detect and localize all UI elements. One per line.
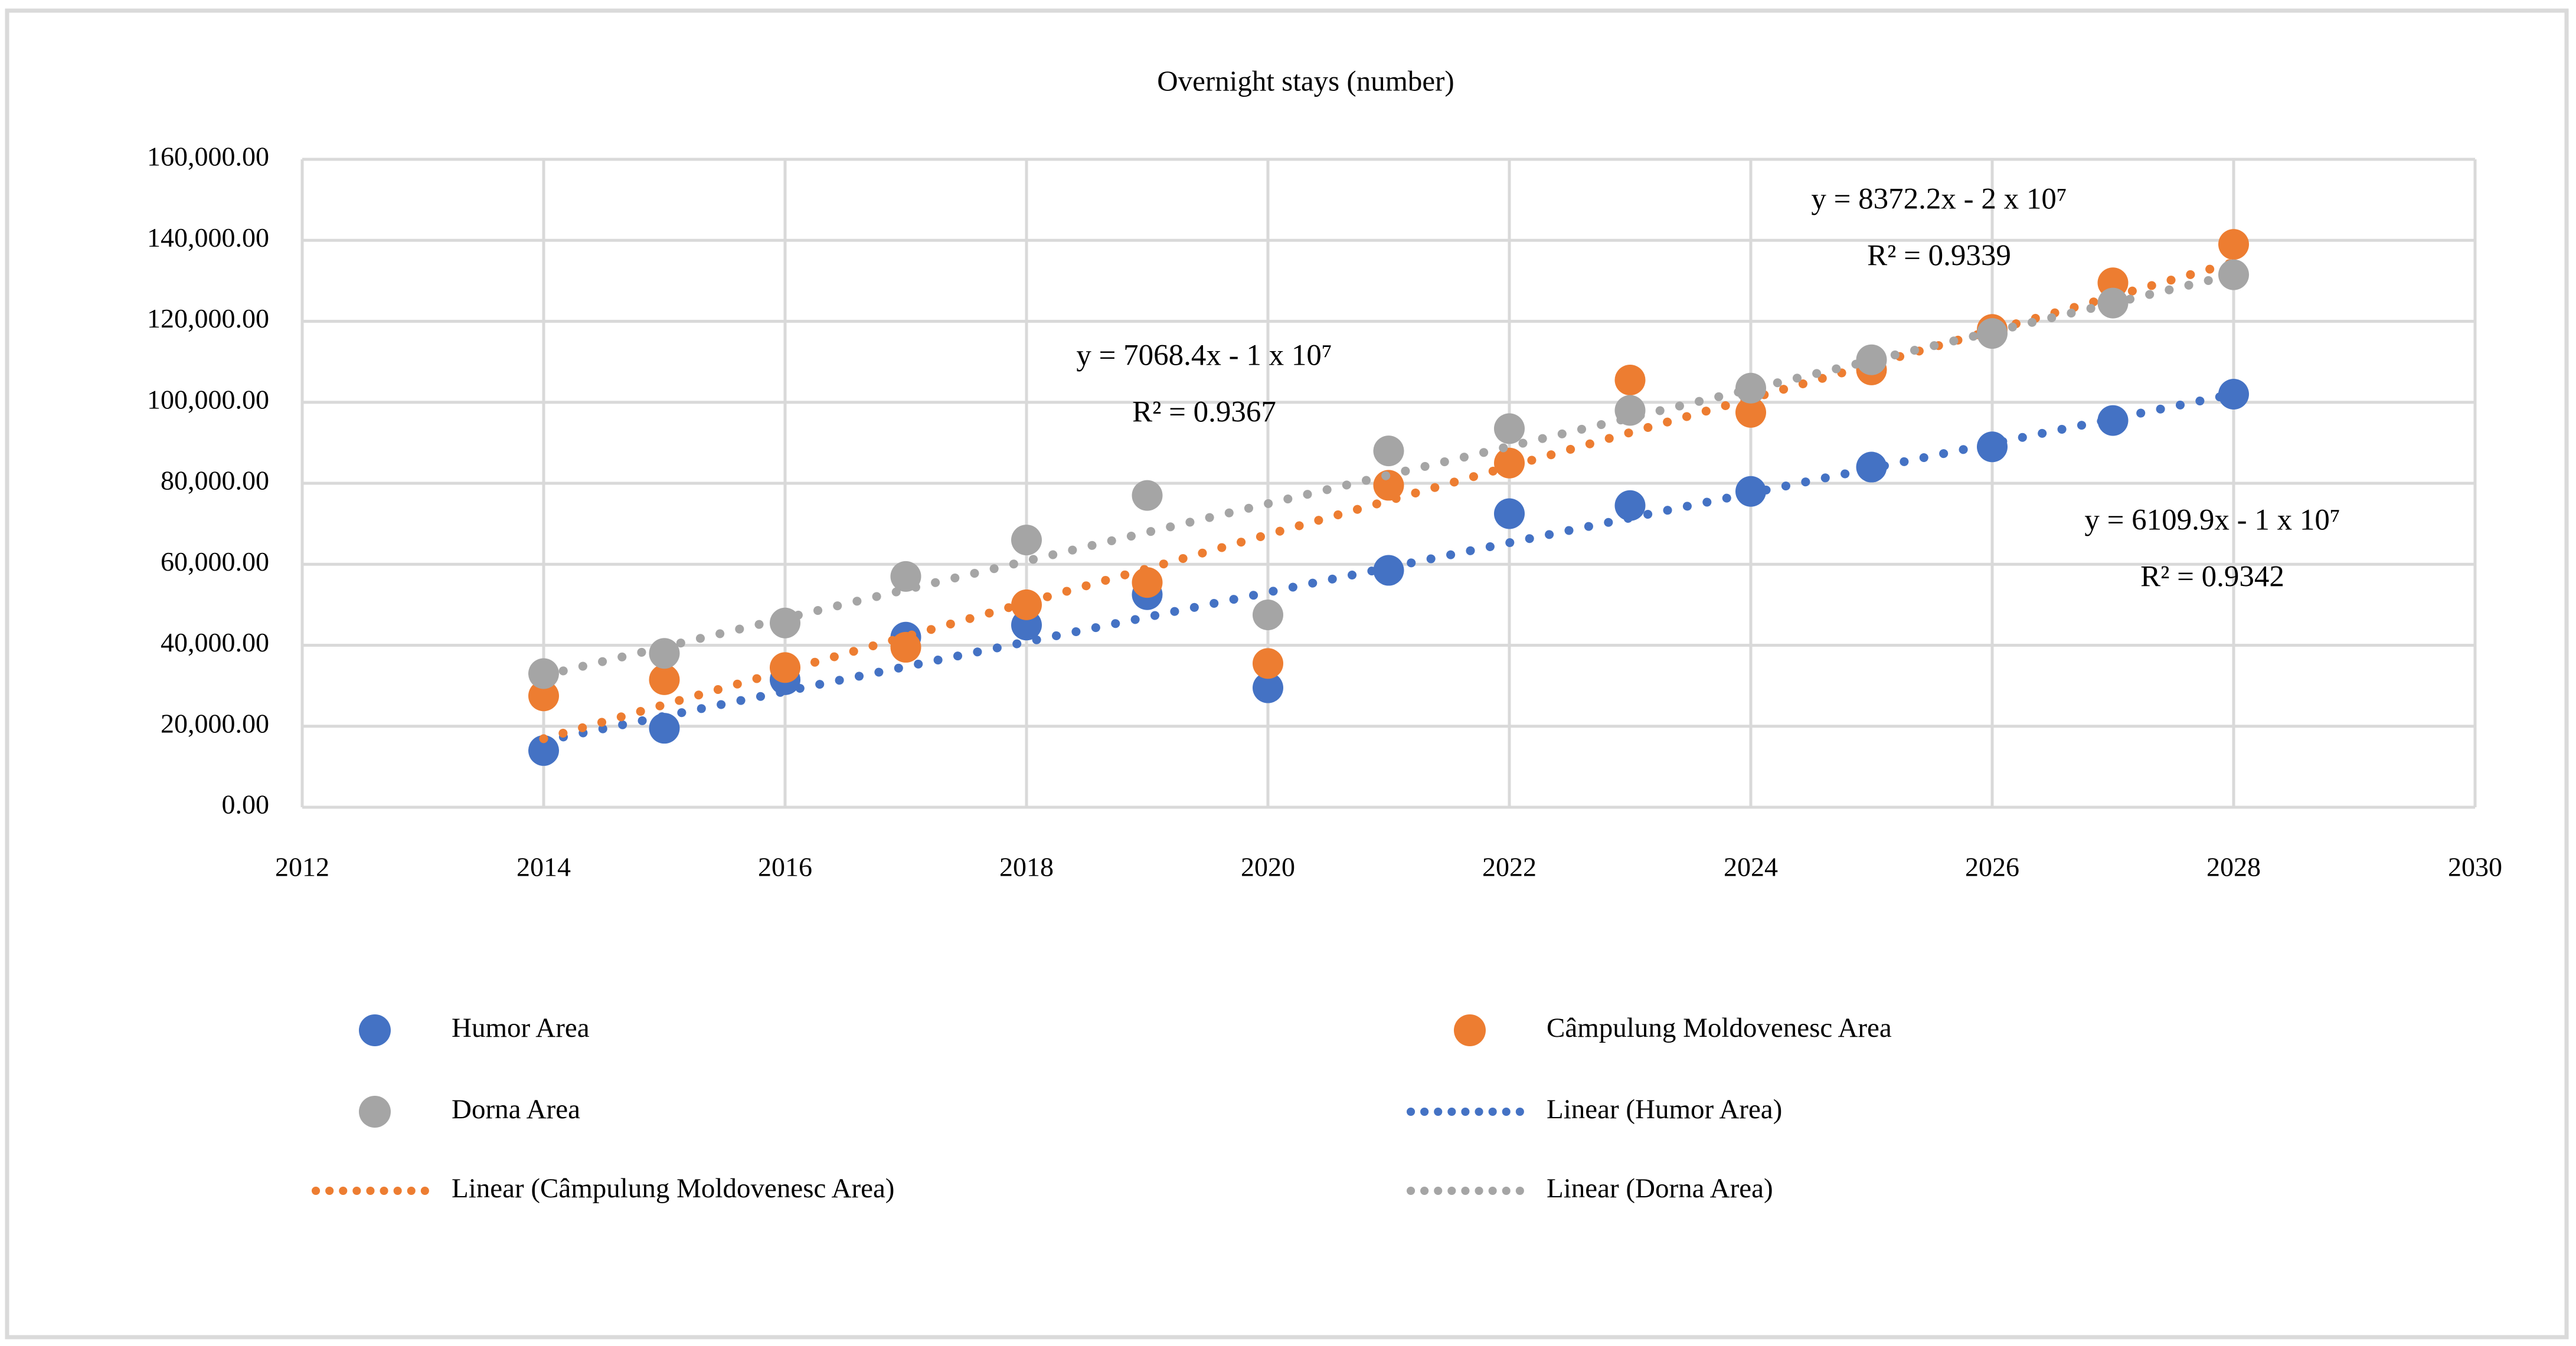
legend-marker-icon	[359, 1014, 391, 1046]
point-dorna-2024	[1735, 372, 1766, 404]
x-axis-tick-label: 2030	[2448, 852, 2502, 882]
point-dorna-2016	[770, 607, 800, 638]
legend-marker-icon	[359, 1096, 391, 1128]
point-campulung-2022	[1494, 447, 1525, 479]
axis-labels: 0.00 20,000.00 40,000.00 60,000.00 80,000.00…	[147, 142, 2502, 882]
legend-item-label: Humor Area	[452, 1013, 590, 1043]
point-campulung-2014	[528, 680, 559, 712]
point-humor-2023	[1614, 490, 1646, 521]
trend-r2-dorna: R² = 0.9367	[1132, 396, 1276, 429]
point-campulung-2017	[890, 631, 921, 663]
trend-equation-campulung: y = 8372.2x - 2 x 10⁷	[1811, 183, 2067, 216]
y-axis-tick-label: 160,000.00	[147, 142, 269, 172]
x-axis-tick-label: 2022	[1482, 852, 1537, 882]
point-dorna-2021	[1373, 435, 1404, 467]
point-humor-2022	[1494, 498, 1525, 529]
x-axis-tick-label: 2020	[1241, 852, 1295, 882]
point-humor-2021	[1373, 555, 1404, 586]
chart-outer-border	[5, 8, 2569, 1340]
point-humor-2026	[1977, 431, 2008, 463]
point-campulung-2020	[1253, 648, 1283, 679]
y-axis-tick-label: 120,000.00	[147, 303, 269, 333]
point-campulung-2019	[1132, 567, 1163, 598]
x-axis-tick-label: 2024	[1724, 852, 1778, 882]
point-dorna-2023	[1614, 395, 1646, 426]
x-axis-tick-label: 2012	[275, 852, 329, 882]
x-axis-tick-label: 2028	[2206, 852, 2261, 882]
point-dorna-2015	[649, 638, 680, 669]
y-axis-tick-label: 0.00	[222, 790, 270, 820]
trend-equation-dorna: y = 7068.4x - 1 x 10⁷	[1076, 339, 1332, 372]
trendline-dorna	[539, 270, 2238, 680]
point-dorna-2020	[1253, 600, 1283, 631]
legend-item-4: Linear (Humor Area)	[1407, 1094, 1782, 1125]
plot-gridlines	[300, 158, 2477, 809]
point-humor-2020	[1253, 672, 1283, 703]
trend-r2-campulung: R² = 0.9339	[1867, 240, 2011, 273]
x-axis-tick-label: 2026	[1965, 852, 2019, 882]
point-dorna-2022	[1494, 413, 1525, 444]
y-axis-tick-label: 20,000.00	[161, 708, 269, 738]
y-axis-tick-label: 60,000.00	[161, 546, 269, 577]
point-humor-2027	[2097, 405, 2129, 436]
x-axis-tick-label: 2014	[516, 852, 571, 882]
y-axis-tick-label: 100,000.00	[147, 384, 269, 414]
plot-series	[528, 229, 2249, 766]
point-campulung-2016	[770, 652, 800, 683]
legend-item-label: Linear (Câmpulung Moldovenesc Area)	[452, 1173, 894, 1204]
point-dorna-2017	[890, 561, 921, 592]
y-axis-tick-label: 80,000.00	[161, 466, 269, 496]
point-humor-2014	[528, 735, 559, 766]
legend-item-2: Câmpulung Moldovenesc Area	[1454, 1013, 1892, 1046]
point-campulung-2024	[1735, 397, 1766, 428]
point-humor-2025	[1856, 451, 1887, 483]
trend-r2-humor: R² = 0.9342	[2140, 561, 2284, 594]
point-campulung-2028	[2218, 229, 2249, 260]
legend-item-label: Câmpulung Moldovenesc Area	[1547, 1013, 1892, 1043]
x-axis-tick-label: 2018	[999, 852, 1054, 882]
trendline-equations: y = 7068.4x - 1 x 10⁷ R² = 0.9367 y = 8372…	[1076, 183, 2340, 594]
point-campulung-2018	[1011, 589, 1042, 620]
chart-title: Overnight stays (number)	[1157, 64, 1454, 97]
point-dorna-2026	[1977, 318, 2008, 349]
point-campulung-2021	[1373, 470, 1404, 501]
point-dorna-2027	[2097, 287, 2129, 319]
chart-legend: Humor Area Câmpulung Moldovenesc Area Dorn…	[312, 1013, 1892, 1204]
legend-item-label: Linear (Dorna Area)	[1547, 1173, 1773, 1204]
legend-item-5: Linear (Câmpulung Moldovenesc Area)	[312, 1173, 894, 1204]
point-campulung-2023	[1614, 365, 1646, 396]
legend-item-6: Linear (Dorna Area)	[1407, 1173, 1773, 1204]
point-dorna-2019	[1132, 480, 1163, 511]
x-axis-tick-label: 2016	[758, 852, 812, 882]
point-dorna-2018	[1011, 525, 1042, 556]
point-campulung-2015	[649, 664, 680, 695]
point-humor-2015	[649, 713, 680, 744]
legend-item-3: Dorna Area	[359, 1094, 580, 1128]
point-dorna-2014	[528, 658, 559, 689]
point-dorna-2028	[2218, 259, 2249, 290]
legend-item-1: Humor Area	[359, 1013, 590, 1046]
y-axis-tick-label: 140,000.00	[147, 222, 269, 253]
y-axis-tick-label: 40,000.00	[161, 627, 269, 657]
legend-item-label: Dorna Area	[452, 1094, 580, 1125]
trend-equation-humor: y = 6109.9x - 1 x 10⁷	[2084, 504, 2340, 537]
point-humor-2024	[1735, 476, 1766, 507]
point-humor-2028	[2218, 379, 2249, 410]
legend-item-label: Linear (Humor Area)	[1547, 1094, 1782, 1125]
point-dorna-2025	[1856, 344, 1887, 375]
legend-marker-icon	[1454, 1014, 1486, 1046]
